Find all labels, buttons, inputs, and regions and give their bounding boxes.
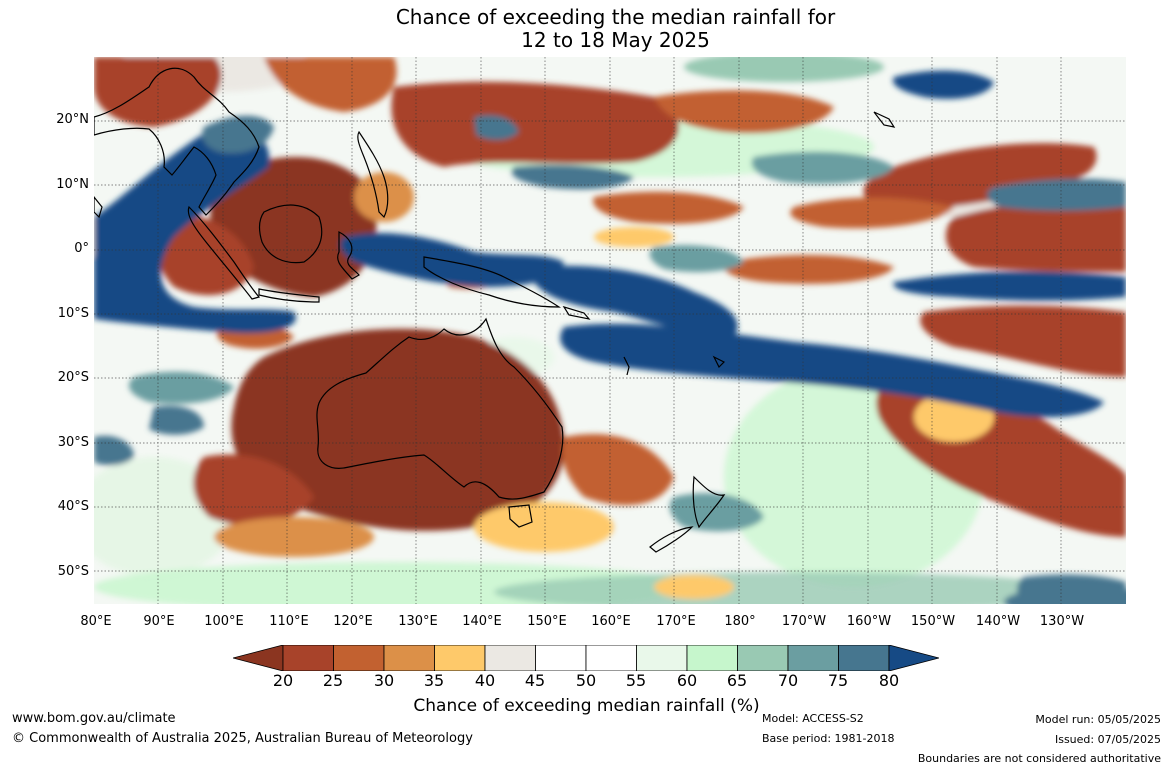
model-name: Model: ACCESS-S2 bbox=[762, 712, 864, 725]
map-title-line2: 12 to 18 May 2025 bbox=[521, 28, 710, 52]
colorbar-segment bbox=[282, 645, 334, 671]
colorbar-under-arrow bbox=[233, 645, 284, 671]
mainland-asia-coast bbox=[94, 67, 260, 216]
colorbar-segment bbox=[383, 645, 435, 671]
lon-label-130w: 130°W bbox=[1039, 614, 1085, 629]
colorbar-tick-75: 75 bbox=[827, 671, 849, 690]
lon-label-130e: 130°E bbox=[398, 614, 438, 629]
colorbar-tick-70: 70 bbox=[777, 671, 799, 690]
java-coast bbox=[258, 288, 320, 303]
lon-label-140e: 140°E bbox=[462, 614, 502, 629]
colorbar-over-arrow bbox=[888, 645, 939, 671]
colorbar bbox=[233, 645, 939, 671]
colorbar-segment bbox=[787, 645, 839, 671]
colorbar-tick-45: 45 bbox=[524, 671, 546, 690]
colorbar-tick-50: 50 bbox=[575, 671, 597, 690]
sulawesi-coast bbox=[337, 231, 360, 280]
colorbar-segment bbox=[737, 645, 789, 671]
lat-label-20s: 20°S bbox=[57, 370, 89, 385]
lon-label-120e: 120°E bbox=[333, 614, 373, 629]
colorbar-tick-35: 35 bbox=[423, 671, 445, 690]
lat-label-30s: 30°S bbox=[57, 435, 89, 450]
graticule bbox=[94, 57, 1126, 604]
colorbar-title: Chance of exceeding median rainfall (%) bbox=[413, 696, 760, 716]
colorbar-tick-40: 40 bbox=[474, 671, 496, 690]
model-run-date: Model run: 05/05/2025 bbox=[1035, 713, 1161, 726]
vanuatu bbox=[623, 356, 630, 376]
lon-label-160e: 160°E bbox=[591, 614, 631, 629]
lon-label-170e: 170°E bbox=[656, 614, 696, 629]
lon-label-140w: 140°W bbox=[975, 614, 1021, 629]
lat-label-50s: 50°S bbox=[57, 564, 89, 579]
lat-label-10n: 10°N bbox=[56, 177, 89, 192]
colorbar-tick-55: 55 bbox=[625, 671, 647, 690]
sumatra-coast bbox=[187, 205, 261, 300]
tasmania-coast bbox=[508, 504, 533, 528]
colorbar-tick-20: 20 bbox=[272, 671, 294, 690]
colorbar-segment bbox=[686, 645, 738, 671]
colorbar-segment bbox=[838, 645, 890, 671]
lat-label-20n: 20°N bbox=[56, 112, 89, 127]
lat-label-equator: 0° bbox=[74, 241, 89, 256]
map-title-line1: Chance of exceeding the median rainfall … bbox=[395, 5, 836, 29]
colorbar-tick-60: 60 bbox=[676, 671, 698, 690]
fiji bbox=[712, 355, 726, 369]
solomon-islands bbox=[562, 305, 591, 320]
rainfall-probability-map bbox=[94, 57, 1126, 604]
lon-label-150w: 150°W bbox=[910, 614, 956, 629]
lon-label-150e: 150°E bbox=[527, 614, 567, 629]
lon-label-80e: 80°E bbox=[80, 614, 112, 629]
colorbar-tick-30: 30 bbox=[373, 671, 395, 690]
colorbar-tick-25: 25 bbox=[322, 671, 344, 690]
lon-label-110e: 110°E bbox=[269, 614, 309, 629]
hawaii bbox=[873, 111, 896, 128]
borneo-coast bbox=[258, 204, 323, 264]
colorbar-segment bbox=[585, 645, 637, 671]
colorbar-segment bbox=[434, 645, 486, 671]
new-zealand-south bbox=[649, 526, 694, 553]
boundary-disclaimer: Boundaries are not considered authoritat… bbox=[917, 752, 1161, 765]
philippines-coast bbox=[357, 130, 389, 219]
copyright-notice: © Commonwealth of Australia 2025, Austra… bbox=[12, 731, 473, 746]
sri-lanka bbox=[94, 196, 103, 219]
new-zealand-north bbox=[692, 475, 726, 529]
lon-label-160w: 160°W bbox=[846, 614, 892, 629]
lat-label-10s: 10°S bbox=[57, 306, 89, 321]
new-guinea-coast bbox=[423, 256, 561, 308]
bom-website-link[interactable]: www.bom.gov.au/climate bbox=[12, 711, 176, 726]
lon-label-90e: 90°E bbox=[143, 614, 175, 629]
coastlines bbox=[94, 67, 896, 553]
probability-fields bbox=[94, 57, 1126, 604]
australia-coast bbox=[316, 317, 564, 500]
colorbar-segment bbox=[636, 645, 688, 671]
lon-label-100e: 100°E bbox=[204, 614, 244, 629]
colorbar-segment bbox=[484, 645, 536, 671]
lon-label-170w: 170°W bbox=[781, 614, 827, 629]
colorbar-tick-80: 80 bbox=[878, 671, 900, 690]
lat-label-40s: 40°S bbox=[57, 499, 89, 514]
issued-date: Issued: 07/05/2025 bbox=[1054, 733, 1161, 746]
colorbar-tick-65: 65 bbox=[726, 671, 748, 690]
colorbar-segment bbox=[535, 645, 587, 671]
lon-label-180: 180° bbox=[724, 614, 756, 629]
base-period: Base period: 1981-2018 bbox=[762, 732, 895, 745]
colorbar-segment bbox=[333, 645, 385, 671]
